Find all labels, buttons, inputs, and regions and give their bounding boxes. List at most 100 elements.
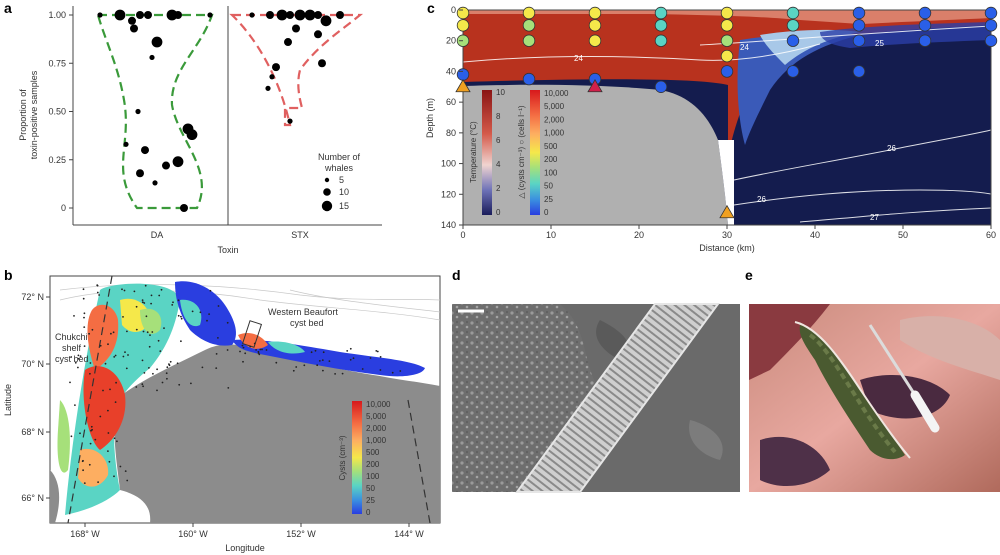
c-station-sample (720, 19, 734, 32)
map-station (143, 372, 146, 374)
map-station (142, 385, 145, 388)
map-station (361, 368, 364, 370)
a-legend-title-1: Number of (318, 152, 361, 162)
map-station (82, 288, 85, 291)
a-point-da (172, 156, 184, 168)
c-contour-25: 25 (875, 39, 884, 48)
map-station (143, 302, 146, 304)
map-station (158, 294, 161, 297)
b-colorbar-tick: 100 (366, 472, 380, 481)
map-station (79, 432, 81, 435)
b-colorbar-tick: 200 (366, 460, 380, 469)
c-station-sample (786, 34, 800, 47)
c-station-sample (588, 6, 602, 20)
c-contour-24b: 24 (740, 43, 749, 52)
c-station-sample (720, 49, 734, 63)
da-violin (96, 13, 214, 210)
c-station-sample (918, 34, 932, 47)
c-cell-tick: 10,000 (544, 89, 569, 98)
c-seafloor (463, 84, 728, 225)
map-station (122, 316, 124, 318)
map-station (265, 349, 268, 351)
c-station-sample (522, 19, 536, 32)
map-station (166, 377, 168, 380)
a-point-stx (318, 59, 326, 68)
map-station (99, 344, 102, 347)
panel-a: a 0 0.25 0.50 0.75 1.00 Proportion of toxin-… (4, 0, 382, 255)
map-station (70, 435, 73, 438)
c-station-sample (588, 34, 602, 47)
a-point-stx (269, 74, 275, 80)
map-station (94, 438, 97, 441)
map-station (165, 372, 168, 375)
c-ytick-label: 0 (451, 5, 456, 15)
a-point-stx (284, 38, 292, 47)
c-xlabel: Distance (km) (699, 243, 755, 253)
c-ytick-label: 140 (441, 220, 456, 230)
a-point-stx (292, 24, 300, 33)
map-station (261, 348, 263, 351)
b-ylabel: Latitude (3, 384, 13, 416)
map-station (208, 313, 211, 315)
b-colorbar-tick: 5,000 (366, 412, 387, 421)
c-contour-27: 27 (870, 213, 879, 222)
map-station (149, 334, 151, 336)
c-temp-tick: 10 (496, 88, 505, 97)
c-xtick-label: 10 (546, 230, 556, 240)
c-xtick-label: 20 (634, 230, 644, 240)
map-station (156, 389, 158, 392)
diatom-outline (515, 303, 720, 493)
map-station (104, 362, 107, 365)
map-station (318, 360, 321, 362)
a-point-da (123, 141, 129, 147)
map-station (160, 288, 163, 291)
chukchi-cyst-field (57, 281, 236, 515)
map-station (217, 305, 220, 307)
c-front-mid (737, 33, 860, 145)
a-points (97, 9, 344, 212)
map-station (239, 350, 241, 353)
map-station (96, 291, 99, 294)
c-warm-layer (463, 10, 991, 160)
map-station (83, 312, 86, 315)
map-station (334, 373, 336, 375)
c-cell-tick: 100 (544, 168, 558, 177)
map-station (77, 366, 79, 369)
boundary-left (67, 275, 113, 524)
a-point-da (174, 11, 182, 19)
a-category-stx: STX (291, 230, 309, 240)
c-xtick-label: 0 (460, 230, 465, 240)
a-legend-dot-small (324, 177, 330, 183)
a-point-da (162, 161, 170, 170)
map-station (168, 363, 170, 365)
a-point-da (136, 11, 144, 19)
map-station (177, 299, 180, 302)
map-station (113, 356, 116, 358)
c-temp-tick: 4 (496, 160, 501, 169)
map-station (156, 368, 159, 371)
c-temp-tick: 6 (496, 136, 501, 145)
map-station (133, 290, 136, 293)
c-xtick-label: 30 (722, 230, 732, 240)
map-station (74, 404, 76, 406)
map-station (376, 350, 379, 353)
c-station-sample (984, 34, 998, 47)
map-station (391, 371, 394, 374)
map-station (98, 294, 100, 296)
a-point-stx (294, 9, 306, 21)
map-station (122, 355, 125, 358)
b-colorbar-ticks: 10,000 5,000 2,000 1,000 500 200 100 50 25 0 (366, 400, 391, 517)
map-station (124, 351, 126, 353)
c-station-sample (588, 19, 602, 32)
map-station (150, 302, 153, 305)
map-station (150, 294, 153, 297)
sem-blob-2 (689, 420, 723, 460)
c-station-sample (852, 19, 866, 32)
map-station (352, 357, 355, 360)
a-legend-dot-large (321, 200, 333, 212)
map-station (102, 389, 104, 392)
map-station (209, 289, 212, 292)
map-station (349, 347, 352, 350)
map-station (152, 372, 154, 375)
map-station (113, 475, 115, 478)
